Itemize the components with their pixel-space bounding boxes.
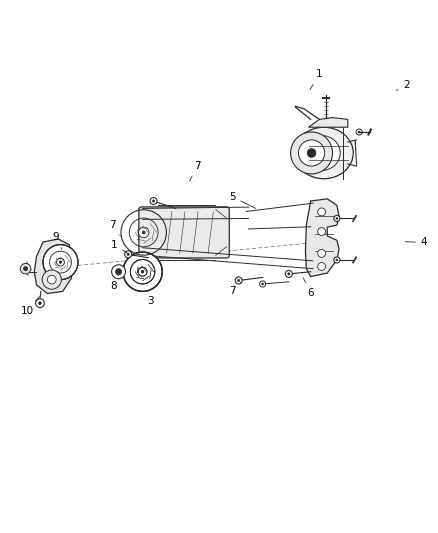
Text: 7: 7 xyxy=(109,220,120,236)
Circle shape xyxy=(59,261,62,263)
Circle shape xyxy=(141,270,144,273)
Ellipse shape xyxy=(294,127,353,179)
Circle shape xyxy=(23,266,28,271)
Circle shape xyxy=(57,258,64,266)
Circle shape xyxy=(142,231,145,234)
Circle shape xyxy=(138,268,147,276)
Circle shape xyxy=(336,259,338,261)
FancyBboxPatch shape xyxy=(139,207,229,258)
Circle shape xyxy=(318,208,325,216)
Circle shape xyxy=(288,273,290,275)
Circle shape xyxy=(318,263,325,270)
Text: 6: 6 xyxy=(303,278,314,298)
Circle shape xyxy=(138,268,147,276)
Circle shape xyxy=(39,302,42,305)
Circle shape xyxy=(152,200,155,202)
Circle shape xyxy=(20,263,31,274)
Circle shape xyxy=(290,132,332,174)
Ellipse shape xyxy=(303,135,340,171)
Circle shape xyxy=(138,227,149,238)
Circle shape xyxy=(127,253,129,255)
Text: 10: 10 xyxy=(20,296,39,316)
Polygon shape xyxy=(305,199,339,277)
Circle shape xyxy=(334,257,340,263)
Text: 9: 9 xyxy=(53,232,62,249)
Circle shape xyxy=(47,275,56,284)
Polygon shape xyxy=(308,118,348,127)
Circle shape xyxy=(318,249,325,257)
Circle shape xyxy=(334,215,340,222)
Circle shape xyxy=(125,251,132,258)
Circle shape xyxy=(318,228,325,236)
Text: 5: 5 xyxy=(229,192,256,208)
Circle shape xyxy=(150,198,157,205)
Circle shape xyxy=(57,258,64,266)
Text: 7: 7 xyxy=(190,161,201,181)
Circle shape xyxy=(141,270,144,273)
Circle shape xyxy=(336,217,338,220)
Circle shape xyxy=(123,252,162,292)
Text: 7: 7 xyxy=(229,282,241,295)
Polygon shape xyxy=(34,239,72,294)
Circle shape xyxy=(43,245,78,280)
Circle shape xyxy=(358,131,360,133)
Circle shape xyxy=(35,299,44,308)
Circle shape xyxy=(42,270,61,289)
Text: 8: 8 xyxy=(110,275,119,291)
Circle shape xyxy=(235,277,242,284)
Circle shape xyxy=(286,270,292,277)
Circle shape xyxy=(261,283,264,285)
Text: 4: 4 xyxy=(405,238,427,247)
Text: 1: 1 xyxy=(111,240,127,253)
Text: 3: 3 xyxy=(147,290,153,306)
Circle shape xyxy=(298,140,325,166)
Text: 1: 1 xyxy=(310,69,323,90)
Circle shape xyxy=(59,261,62,263)
Circle shape xyxy=(260,281,266,287)
Circle shape xyxy=(116,269,122,275)
Text: 2: 2 xyxy=(396,80,410,91)
Circle shape xyxy=(237,279,240,282)
Circle shape xyxy=(112,265,126,279)
Circle shape xyxy=(356,129,362,135)
Circle shape xyxy=(307,149,316,157)
